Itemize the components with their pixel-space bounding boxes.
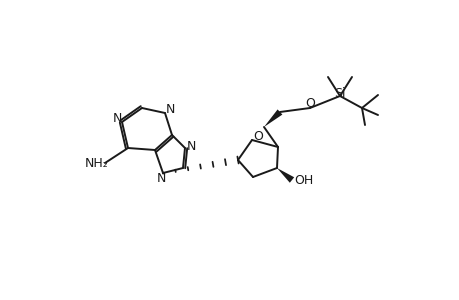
Text: O: O <box>252 130 263 142</box>
Text: N: N <box>112 112 122 124</box>
Text: Si: Si <box>334 86 345 100</box>
Text: NH₂: NH₂ <box>85 157 109 169</box>
Text: O: O <box>304 97 314 110</box>
Text: N: N <box>156 172 165 184</box>
Polygon shape <box>263 110 282 127</box>
Text: N: N <box>186 140 195 152</box>
Polygon shape <box>276 168 294 183</box>
Text: OH: OH <box>294 173 313 187</box>
Text: N: N <box>165 103 174 116</box>
